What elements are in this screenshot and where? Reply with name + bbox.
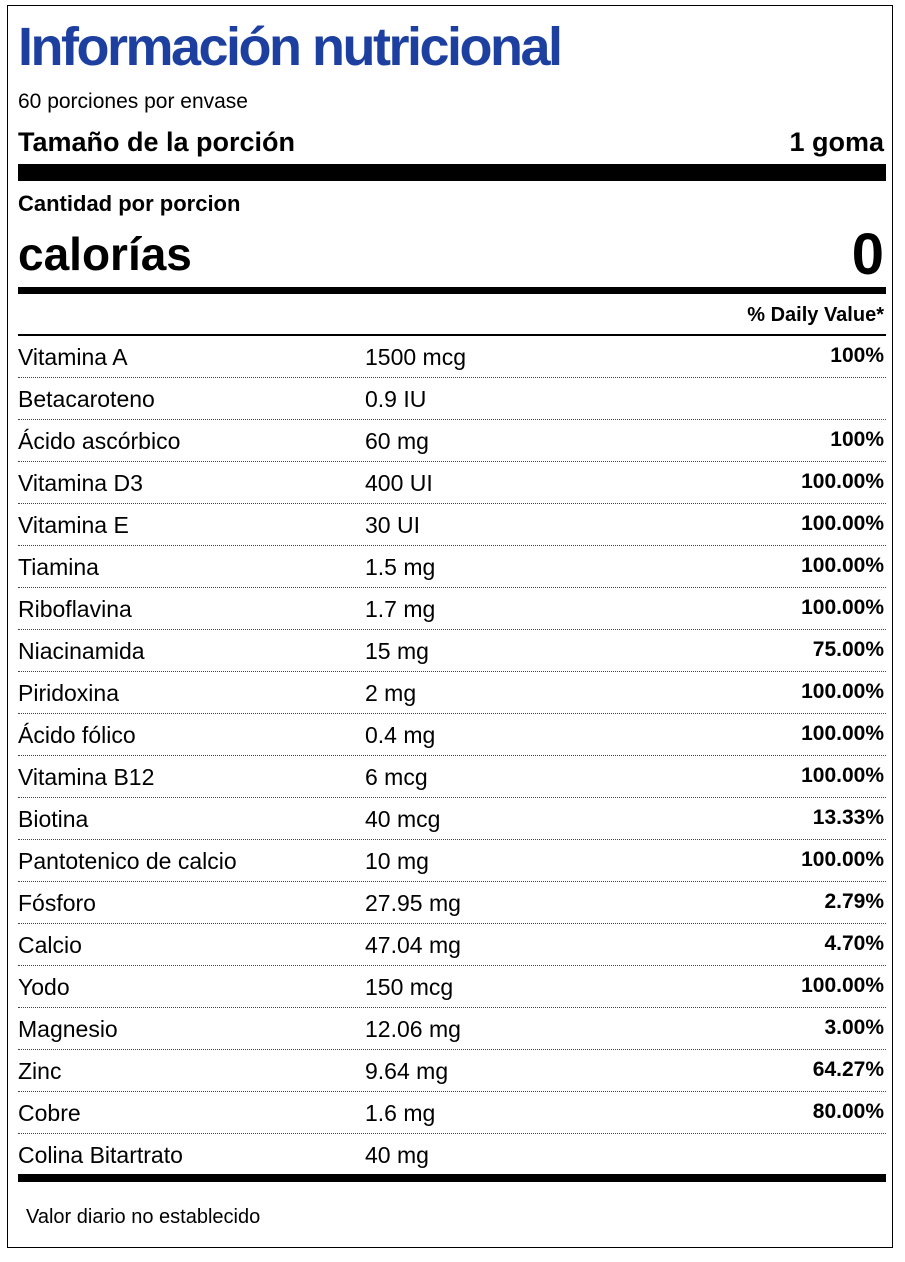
nutrient-dv: 13.33% [812,806,884,829]
calories-label: calorías [18,228,192,280]
row-divider [18,671,886,672]
nutrient-dv: 100.00% [801,680,884,703]
nutrient-amount: 10 mg [365,848,429,874]
nutrient-dv: 64.27% [812,1058,884,1081]
nutrient-dv: 80.00% [812,1100,884,1123]
amount-label: Cantidad por porcion [18,191,241,216]
serving-size-label: Tamaño de la porción [18,127,296,157]
nutrient-dv: 100.00% [801,470,884,493]
nutrient-amount: 1.7 mg [365,596,436,622]
nutrition-label: Información nutricional 60 porciones por… [7,5,893,1248]
nutrient-dv: 100.00% [801,596,884,619]
nutrient-name: Cobre [18,1100,81,1126]
row-divider [18,587,886,588]
nutrient-amount: 400 UI [365,470,433,496]
row-divider [18,755,886,756]
row-divider [18,629,886,630]
nutrient-name: Vitamina B12 [18,764,155,790]
row-divider [18,923,886,924]
row-divider [18,1091,886,1092]
nutrient-name: Yodo [18,974,70,1000]
nutrient-dv: 75.00% [812,638,884,661]
nutrient-name: Vitamina D3 [18,470,143,496]
nutrient-amount: 150 mcg [365,974,454,1000]
servings: 60 porciones por envase [18,90,248,113]
nutrient-amount: 27.95 mg [365,890,461,916]
nutrient-amount: 40 mcg [365,806,441,832]
nutrient-dv: 100% [830,344,884,367]
nutrient-dv: 100.00% [801,722,884,745]
nutrient-dv: 3.00% [824,1016,884,1039]
bottom-rule [18,1174,886,1182]
nutrient-name: Vitamina E [18,512,129,538]
thick-rule [18,164,886,181]
nutrient-name: Vitamina A [18,344,128,370]
nutrient-name: Zinc [18,1058,62,1084]
nutrient-dv: 100.00% [801,512,884,535]
row-divider [18,881,886,882]
row-divider [18,1049,886,1050]
nutrient-name: Betacaroteno [18,386,155,412]
row-divider [18,419,886,420]
nutrient-amount: 1.5 mg [365,554,436,580]
nutrient-amount: 2 mg [365,680,417,706]
nutrient-name: Riboflavina [18,596,132,622]
nutrient-amount: 0.4 mg [365,722,436,748]
nutrient-amount: 40 mg [365,1142,429,1168]
nutrient-name: Tiamina [18,554,99,580]
nutrient-dv: 2.79% [824,890,884,913]
nutrient-dv: 100% [830,428,884,451]
nutrient-dv: 4.70% [824,932,884,955]
nutrient-name: Calcio [18,932,82,958]
row-divider [18,797,886,798]
nutrient-name: Niacinamida [18,638,145,664]
title: Información nutricional [18,17,563,77]
nutrient-amount: 6 mcg [365,764,428,790]
nutrient-amount: 9.64 mg [365,1058,449,1084]
nutrient-name: Fósforo [18,890,96,916]
nutrient-dv: 100.00% [801,848,884,871]
thin-rule [18,334,886,336]
nutrient-amount: 1500 mcg [365,344,467,370]
row-divider [18,461,886,462]
nutrient-name: Piridoxina [18,680,119,706]
row-divider [18,1133,886,1134]
dv-header: % Daily Value* [747,304,884,326]
nutrient-name: Colina Bitartrato [18,1142,183,1168]
nutrient-amount: 60 mg [365,428,429,454]
nutrient-name: Ácido fólico [18,722,136,748]
calories-value: 0 [851,222,884,287]
nutrient-amount: 0.9 IU [365,386,427,412]
nutrient-name: Ácido ascórbico [18,428,181,454]
row-divider [18,1007,886,1008]
nutrient-amount: 47.04 mg [365,932,461,958]
nutrient-name: Magnesio [18,1016,118,1042]
footnote: Valor diario no establecido [26,1206,261,1228]
nutrient-dv: 100.00% [801,554,884,577]
nutrient-amount: 12.06 mg [365,1016,461,1042]
row-divider [18,839,886,840]
row-divider [18,545,886,546]
row-divider [18,713,886,714]
serving-size-value: 1 goma [789,127,884,157]
nutrient-amount: 1.6 mg [365,1100,436,1126]
row-divider [18,377,886,378]
nutrient-name: Biotina [18,806,89,832]
nutrient-name: Pantotenico de calcio [18,848,237,874]
nutrient-amount: 30 UI [365,512,420,538]
row-divider [18,965,886,966]
nutrient-dv: 100.00% [801,764,884,787]
nutrient-amount: 15 mg [365,638,429,664]
row-divider [18,503,886,504]
nutrient-dv: 100.00% [801,974,884,997]
medium-rule [18,287,886,294]
